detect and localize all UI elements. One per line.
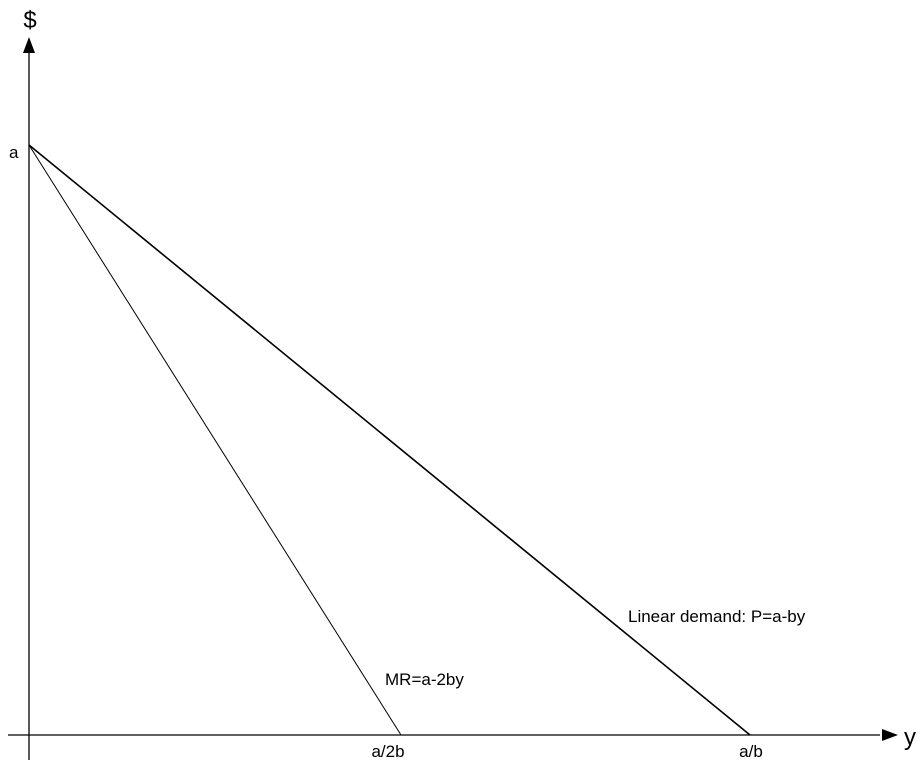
y-axis-label: $: [23, 7, 36, 34]
mr-curve: [28, 144, 402, 736]
mr-curve-label: MR=a-2by: [385, 670, 464, 689]
tick-label-a: a: [9, 143, 19, 162]
y-axis-arrowhead: [23, 37, 35, 53]
tick-label-a-over-2b: a/2b: [371, 742, 404, 761]
tick-label-a-over-b: a/b: [739, 742, 763, 761]
demand-curve: [28, 144, 751, 736]
x-axis-arrowhead: [882, 729, 898, 741]
demand-curve-label: Linear demand: P=a-by: [628, 607, 806, 626]
x-axis-label: y: [904, 724, 916, 751]
